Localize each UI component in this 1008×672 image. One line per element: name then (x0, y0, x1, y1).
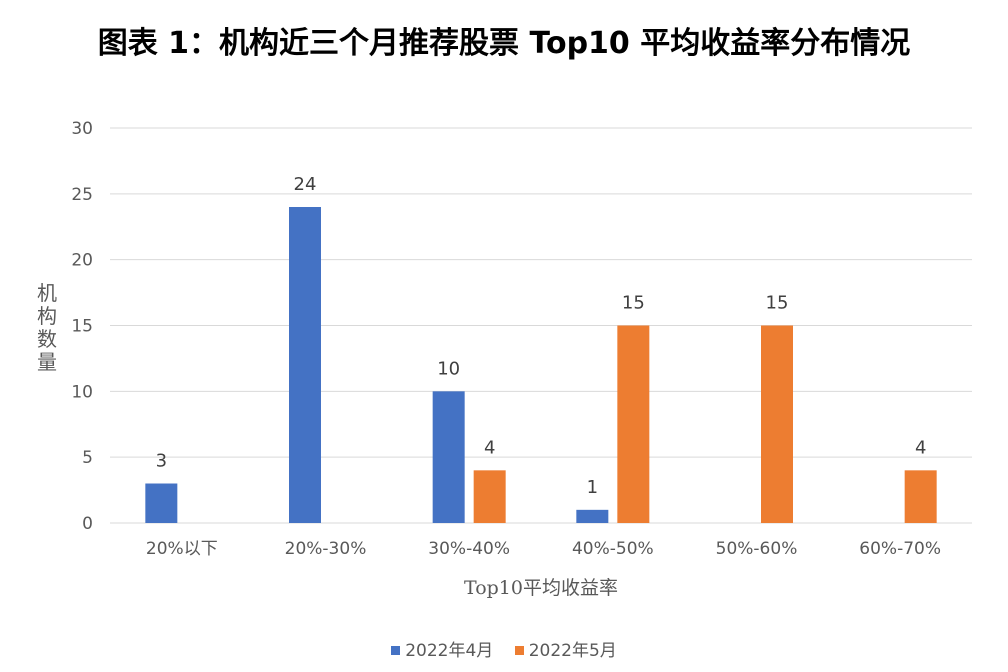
y-axis-label-char: 量 (37, 350, 57, 374)
x-tick-label: 50%-60% (716, 539, 798, 559)
y-tick-label: 30 (71, 119, 93, 139)
bar-chart: 0 5 10 15 20 25 30 3 24 10 4 1 15 15 4 20%以下 20%-30% 30… (37, 119, 972, 599)
data-label: 10 (437, 358, 460, 379)
y-tick-label: 10 (71, 382, 93, 402)
legend-item-series-2: 2022年5月 (514, 636, 617, 661)
y-tick-label: 20 (71, 251, 93, 271)
bar-series-2-4 (761, 325, 793, 523)
bars (145, 207, 937, 523)
data-labels: 3 24 10 4 1 15 15 4 (156, 174, 927, 498)
x-tick-label: 60%-70% (859, 539, 941, 559)
data-label: 15 (622, 293, 645, 314)
x-axis-label: Top10平均收益率 (464, 577, 618, 599)
y-tick-label: 0 (82, 514, 93, 534)
y-axis-label-char: 构 (37, 304, 57, 328)
y-axis-ticks: 0 5 10 15 20 25 30 (71, 119, 93, 534)
bar-series-1-3 (576, 509, 609, 523)
gridlines (110, 127, 972, 524)
legend: 2022年4月 2022年5月 (0, 636, 1008, 661)
y-tick-label: 15 (71, 317, 93, 337)
x-tick-label: 20%以下 (146, 539, 218, 559)
legend-item-series-1: 2022年4月 (391, 636, 493, 661)
legend-swatch-series-2 (514, 646, 524, 655)
y-tick-label: 25 (71, 185, 93, 205)
y-tick-label: 5 (82, 448, 93, 468)
x-axis-ticks: 20%以下 20%-30% 30%-40% 40%-50% 50%-60% 60%-70% (146, 539, 941, 559)
data-label: 15 (766, 293, 789, 314)
y-axis-label-char: 数 (37, 327, 57, 351)
bar-series-1-1 (289, 207, 321, 523)
legend-label-series-2: 2022年5月 (528, 641, 617, 661)
data-label: 3 (156, 451, 167, 472)
legend-label-series-1: 2022年4月 (405, 641, 494, 661)
data-label: 4 (484, 437, 495, 458)
bar-series-2-3 (617, 325, 650, 523)
x-tick-label: 40%-50% (572, 539, 654, 559)
x-tick-label: 20%-30% (285, 539, 367, 559)
bar-series-1-0 (145, 483, 178, 523)
bar-series-2-2 (473, 470, 506, 523)
x-tick-label: 30%-40% (428, 539, 510, 559)
data-label: 24 (294, 174, 317, 195)
data-label: 4 (915, 437, 926, 458)
chart-title: 图表 1：机构近三个月推荐股票 Top10 平均收益率分布情况 (97, 26, 911, 61)
data-label: 1 (587, 477, 598, 498)
y-axis-label-char: 机 (37, 281, 57, 305)
bar-series-2-5 (904, 470, 937, 523)
legend-swatch-series-1 (391, 646, 401, 655)
bar-series-1-2 (432, 391, 465, 523)
